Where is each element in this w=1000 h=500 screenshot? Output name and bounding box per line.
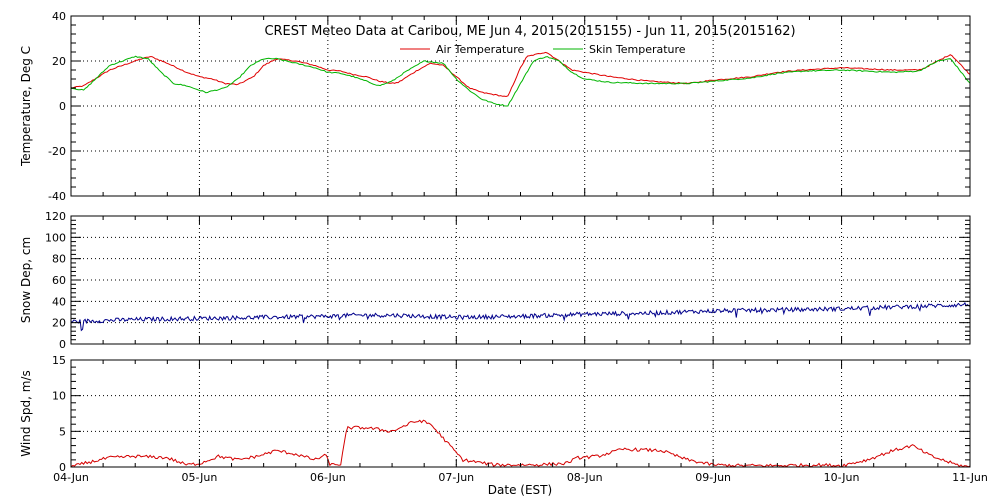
y-tick-label: 80 — [52, 253, 66, 266]
y-tick-label: 40 — [52, 10, 66, 23]
y-tick-label: 15 — [52, 354, 66, 367]
wind-speed-y-axis-label: Wind Spd, m/s — [19, 370, 33, 456]
x-tick-label: 08-Jun — [567, 471, 603, 484]
air-temperature-series-line — [70, 51, 971, 98]
x-tick-label: 04-Jun — [53, 471, 89, 484]
x-tick-label: 10-Jun — [824, 471, 860, 484]
temperature-y-axis-label: Temperature, Deg C — [19, 46, 33, 167]
snow-depth-y-axis-label: Snow Dep, cm — [19, 237, 33, 323]
legend-label: Skin Temperature — [589, 43, 686, 56]
y-tick-label: 60 — [52, 274, 66, 287]
y-tick-label: 0 — [59, 461, 66, 474]
x-tick-label: 09-Jun — [695, 471, 731, 484]
y-tick-label: 0 — [59, 338, 66, 351]
skin-temperature-series-line — [71, 55, 971, 107]
x-tick-label: 05-Jun — [182, 471, 218, 484]
y-tick-label: -20 — [48, 145, 66, 158]
x-tick-label: 07-Jun — [438, 471, 474, 484]
x-tick-label: 11-Jun — [952, 471, 988, 484]
y-tick-label: 0 — [59, 100, 66, 113]
y-tick-label: 5 — [59, 425, 66, 438]
y-tick-label: 100 — [45, 231, 66, 244]
wind-speed-panel-frame — [70, 359, 971, 468]
y-tick-label: 20 — [52, 317, 66, 330]
y-tick-label: 10 — [52, 390, 66, 403]
y-tick-label: 120 — [45, 210, 66, 223]
x-axis-label: Date (EST) — [488, 483, 552, 497]
x-tick-label: 06-Jun — [310, 471, 346, 484]
snow-depth-series-line — [70, 301, 971, 332]
legend-label: Air Temperature — [436, 43, 525, 56]
chart-title: CREST Meteo Data at Caribou, ME Jun 4, 2… — [264, 24, 795, 39]
y-tick-label: 40 — [52, 295, 66, 308]
wind-speed-series-line — [70, 419, 971, 468]
y-tick-label: 20 — [52, 55, 66, 68]
y-tick-label: -40 — [48, 190, 66, 203]
